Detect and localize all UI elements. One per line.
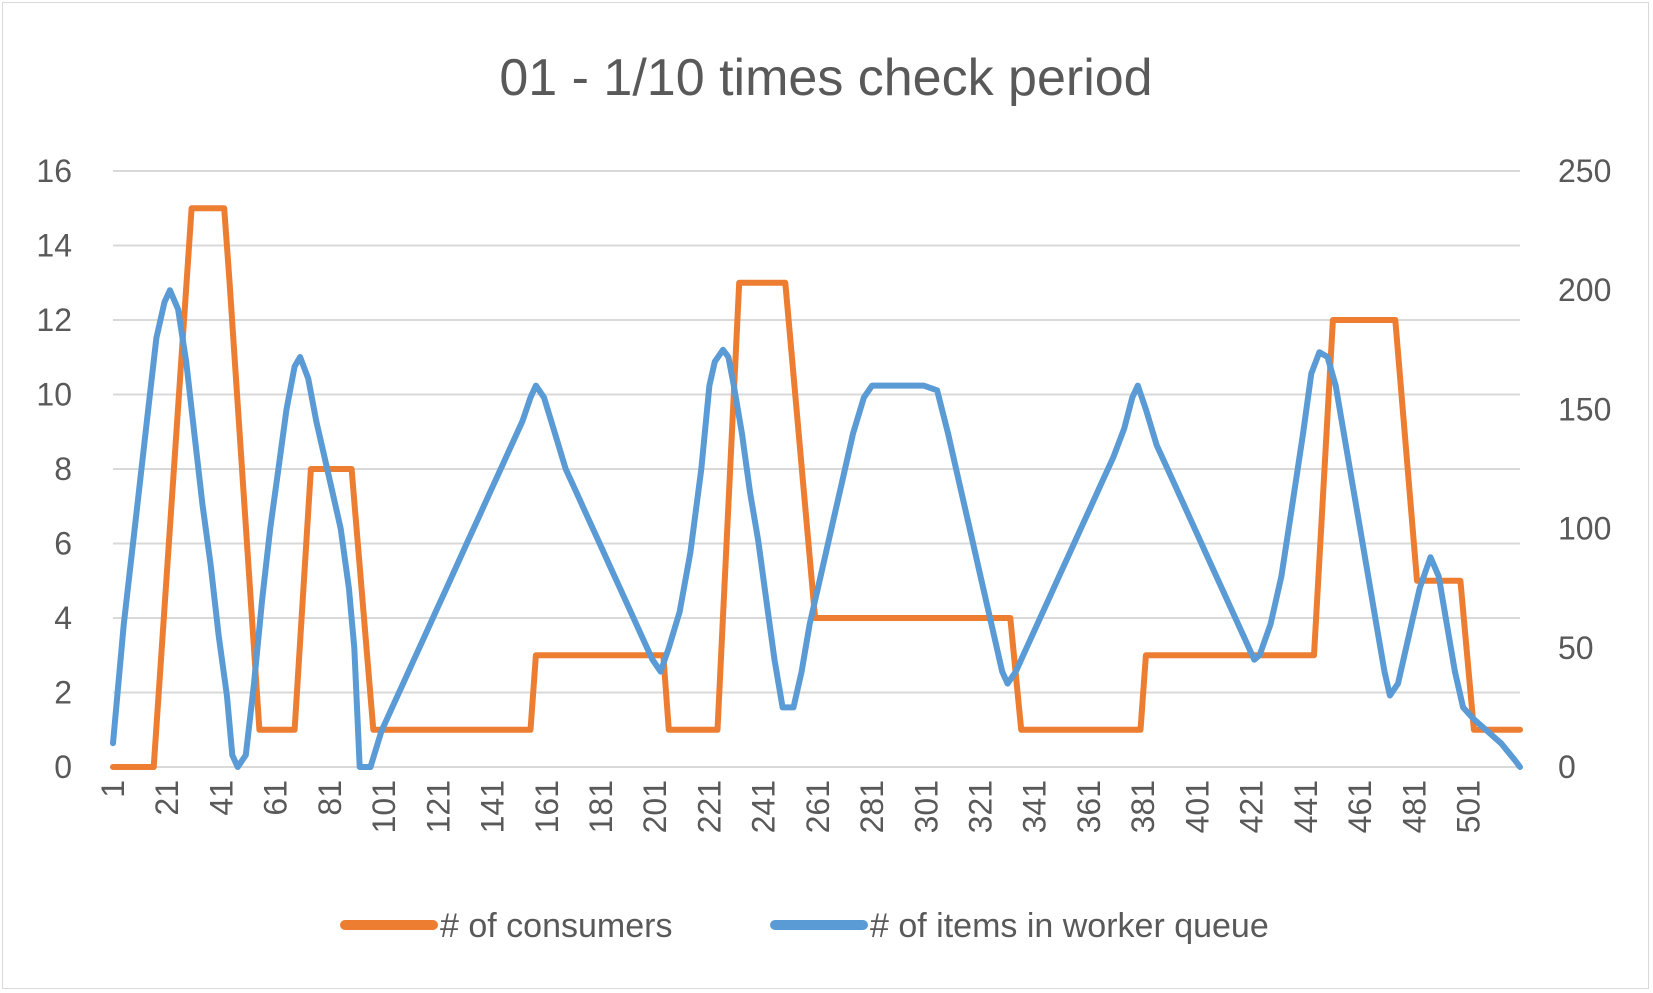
- x-tick-label: 361: [1071, 780, 1107, 833]
- x-tick-label: 121: [420, 780, 456, 833]
- y-right-tick-label: 0: [1558, 749, 1576, 785]
- x-tick-label: 421: [1234, 780, 1270, 833]
- y-right-tick-label: 200: [1558, 272, 1611, 308]
- y-right-tick-label: 50: [1558, 630, 1594, 666]
- series-line-consumers: [110, 205, 1523, 770]
- x-tick-label: 401: [1179, 780, 1215, 833]
- x-tick-label: 461: [1342, 780, 1378, 833]
- y-left-tick-label: 14: [36, 228, 72, 264]
- y-right-tick-label: 250: [1558, 153, 1611, 189]
- legend-label: # of items in worker queue: [870, 907, 1269, 945]
- x-tick-label: 441: [1288, 780, 1324, 833]
- x-tick-label: 321: [963, 780, 999, 833]
- grid-lines: [113, 170, 1520, 768]
- y-left-tick-label: 10: [36, 377, 72, 413]
- x-tick-label: 181: [583, 780, 619, 833]
- x-tick-label: 161: [529, 780, 565, 833]
- series-line-queue: [110, 287, 1523, 770]
- x-tick-label: 1: [95, 780, 131, 798]
- right-axis-ticks: 0 50 100 150 200 250: [1558, 153, 1611, 785]
- legend-label: # of consumers: [440, 907, 672, 945]
- x-tick-label: 281: [854, 780, 890, 833]
- y-left-tick-label: 6: [54, 526, 72, 562]
- y-left-tick-label: 16: [36, 153, 72, 189]
- x-tick-label: 381: [1125, 780, 1161, 833]
- y-left-tick-label: 2: [54, 675, 72, 711]
- x-tick-label: 201: [637, 780, 673, 833]
- x-tick-label: 61: [258, 780, 294, 816]
- x-tick-label: 81: [312, 780, 348, 816]
- x-tick-label: 101: [366, 780, 402, 833]
- x-tick-label: 301: [908, 780, 944, 833]
- y-left-tick-label: 4: [54, 600, 72, 636]
- x-tick-label: 341: [1017, 780, 1053, 833]
- x-tick-label: 41: [203, 780, 239, 816]
- x-tick-label: 141: [475, 780, 511, 833]
- series-lines: [110, 205, 1523, 770]
- x-tick-label: 221: [691, 780, 727, 833]
- chart-title: 01 - 1/10 times check period: [499, 49, 1152, 107]
- x-tick-label: 501: [1450, 780, 1486, 833]
- y-right-tick-label: 150: [1558, 391, 1611, 427]
- legend: # of consumers # of items in worker queue: [340, 907, 1269, 945]
- x-tick-label: 241: [746, 780, 782, 833]
- y-left-tick-label: 12: [36, 302, 72, 338]
- left-axis-ticks: 0 2 4 6 8 10 12 14 16: [36, 153, 72, 785]
- y-right-tick-label: 100: [1558, 511, 1611, 547]
- x-axis-ticks: 1 21 41 61 81 101 121 141 161 181 201 221 241 261 281 3…: [95, 780, 1486, 833]
- y-left-tick-label: 8: [54, 451, 72, 487]
- y-left-tick-label: 0: [54, 749, 72, 785]
- x-tick-label: 261: [800, 780, 836, 833]
- x-tick-label: 21: [149, 780, 185, 816]
- x-tick-label: 481: [1396, 780, 1432, 833]
